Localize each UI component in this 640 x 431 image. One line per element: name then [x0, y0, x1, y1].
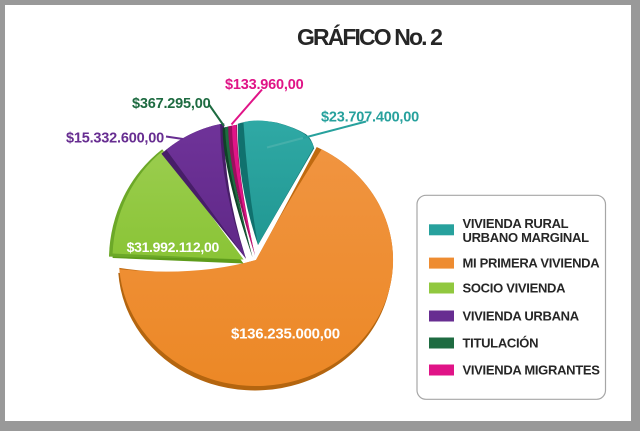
- svg-text:URBANO MARGINAL: URBANO MARGINAL: [463, 230, 590, 245]
- svg-text:$23.707.400,00: $23.707.400,00: [321, 109, 419, 125]
- svg-text:VIVIENDA MIGRANTES: VIVIENDA MIGRANTES: [463, 363, 601, 378]
- svg-text:$31.992.112,00: $31.992.112,00: [127, 239, 220, 255]
- svg-text:TITULACIÓN: TITULACIÓN: [463, 336, 539, 351]
- svg-text:VIVIENDA URBANA: VIVIENDA URBANA: [463, 309, 580, 324]
- svg-text:$367.295,00: $367.295,00: [132, 96, 211, 112]
- svg-text:$15.332.600,00: $15.332.600,00: [66, 131, 164, 147]
- svg-text:GRÁFICO No. 2: GRÁFICO No. 2: [297, 23, 442, 50]
- svg-text:$136.235.000,00: $136.235.000,00: [231, 326, 340, 343]
- svg-text:MI PRIMERA VIVIENDA: MI PRIMERA VIVIENDA: [463, 256, 601, 271]
- svg-text:VIVIENDA RURAL: VIVIENDA RURAL: [463, 216, 569, 231]
- svg-text:$133.960,00: $133.960,00: [225, 77, 304, 93]
- svg-text:SOCIO VIVIENDA: SOCIO VIVIENDA: [463, 281, 567, 296]
